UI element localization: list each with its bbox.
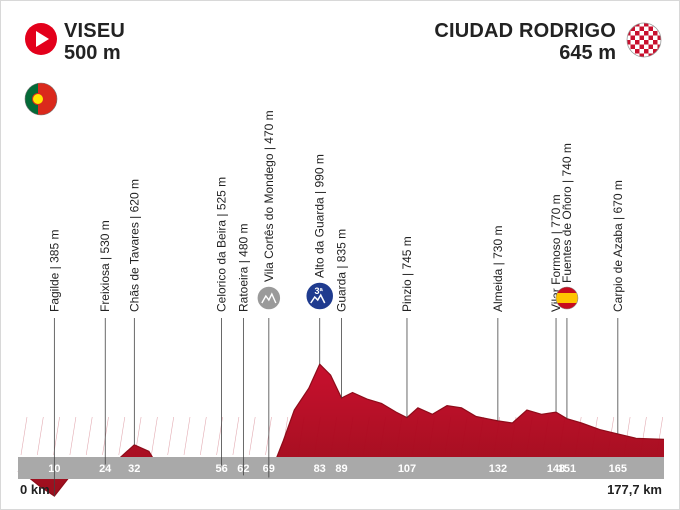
waypoint-label: Fagilde | 385 m: [47, 230, 61, 313]
km-tick-label: 89: [335, 463, 347, 475]
profile-texture-line: [37, 416, 44, 456]
profile-texture-line: [379, 416, 386, 456]
profile-texture-line: [151, 416, 158, 456]
profile-texture-line: [444, 416, 452, 456]
waypoint-label: Almeida | 730 m: [491, 226, 505, 313]
km-tick-label: 83: [314, 463, 326, 475]
profile-texture-line: [330, 416, 337, 456]
waypoint-label: Carpio de Azaba | 670 m: [611, 180, 625, 312]
waypoint-label: Fuentes de Oñoro | 740 m: [560, 143, 574, 283]
start-city: VISEU: [64, 20, 126, 42]
waypoint-label: Vila Cortês do Mondego | 470 m: [262, 110, 276, 282]
spain-flag-icon: [555, 287, 578, 309]
profile-texture-line: [346, 416, 354, 456]
waypoint-label: Guarda | 835 m: [335, 229, 349, 312]
profile-texture-line: [20, 416, 28, 456]
profile-texture-line: [363, 416, 370, 456]
km-tick-label: 56: [215, 463, 227, 475]
profile-texture-line: [558, 416, 566, 456]
profile-texture-line: [591, 416, 598, 456]
profile-texture-line: [395, 416, 403, 456]
km-tick-label: 32: [128, 463, 140, 475]
profile-texture-line: [314, 416, 321, 456]
waypoint-label: Celorico da Beira | 525 m: [215, 177, 229, 312]
profile-texture-line: [542, 416, 549, 456]
profile-texture-line: [656, 416, 663, 456]
waypoint-label: Freixiosa | 530 m: [98, 220, 112, 312]
distance-axis-band: [18, 457, 664, 479]
profile-texture-line: [460, 416, 468, 456]
end-distance-label: 177,7 km: [607, 482, 662, 497]
climb-category-label: 3ª: [315, 286, 324, 296]
profile-texture-line: [69, 416, 77, 456]
profile-texture-line: [85, 416, 93, 456]
profile-texture-line: [134, 416, 142, 456]
profile-texture-line: [118, 416, 126, 456]
profile-texture-line: [526, 416, 533, 456]
profile-texture-line: [477, 416, 484, 456]
profile-texture-line: [640, 416, 647, 456]
waypoint-label: Pinzio | 745 m: [400, 236, 414, 312]
waypoint-label: Alto da Guarda | 990 m: [313, 154, 327, 278]
profile-texture-line: [200, 416, 207, 456]
profile-texture-line: [509, 416, 517, 456]
km-tick-label: 148: [547, 463, 565, 475]
start-distance-label: 0 km: [20, 482, 50, 497]
mountain-icon-glyph: [310, 293, 326, 304]
profile-texture-line: [574, 416, 582, 456]
waypoint-label: Ratoeira | 480 m: [236, 224, 250, 313]
km-tick-label: 107: [398, 463, 416, 475]
profile-texture-line: [297, 416, 305, 456]
start-elevation: 500 m: [64, 42, 121, 64]
profile-texture-line: [428, 416, 435, 456]
km-tick-label: 132: [489, 463, 507, 475]
portugal-flag-icon: [24, 82, 58, 116]
finish-checkered-icon: [626, 22, 662, 58]
profile-texture-line: [493, 416, 500, 456]
km-tick-label: 24: [99, 463, 112, 475]
km-tick-label: 151: [558, 463, 576, 475]
profile-texture-line: [411, 416, 419, 456]
profile-texture-line: [232, 416, 240, 456]
start-play-icon: [25, 23, 57, 55]
profile-top-edge: [17, 363, 665, 497]
profile-texture-line: [248, 416, 256, 456]
finish-city: CIUDAD RODRIGO: [434, 20, 616, 42]
waypoint-label: Chãs de Tavares | 620 m: [127, 179, 141, 312]
km-tick-label: 165: [609, 463, 627, 475]
waypoint-label: Vilar Formoso | 770 m: [549, 194, 563, 312]
profile-texture-line: [607, 416, 615, 456]
sprint-badge-icon: [256, 285, 282, 311]
sprint-icon-glyph: [261, 292, 277, 304]
finish-elevation: 645 m: [559, 42, 616, 64]
profile-texture-line: [167, 416, 174, 456]
profile-texture-line: [183, 416, 191, 456]
